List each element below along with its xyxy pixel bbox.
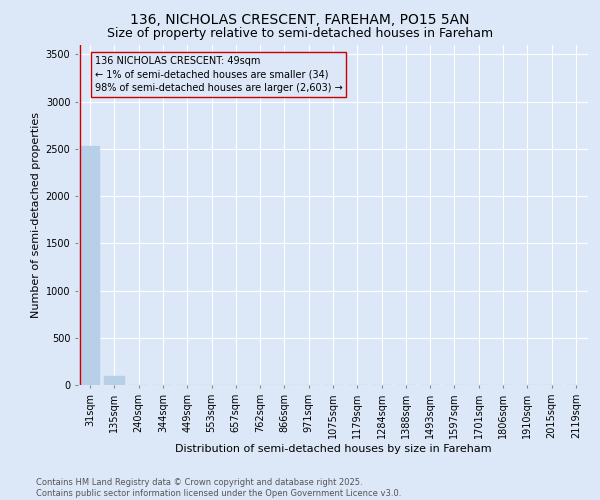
Text: 136 NICHOLAS CRESCENT: 49sqm
← 1% of semi-detached houses are smaller (34)
98% o: 136 NICHOLAS CRESCENT: 49sqm ← 1% of sem… bbox=[95, 56, 342, 92]
Y-axis label: Number of semi-detached properties: Number of semi-detached properties bbox=[31, 112, 41, 318]
Bar bbox=[80, 146, 100, 385]
Text: Contains HM Land Registry data © Crown copyright and database right 2025.
Contai: Contains HM Land Registry data © Crown c… bbox=[36, 478, 401, 498]
Text: 136, NICHOLAS CRESCENT, FAREHAM, PO15 5AN: 136, NICHOLAS CRESCENT, FAREHAM, PO15 5A… bbox=[130, 12, 470, 26]
Bar bbox=[104, 376, 125, 385]
X-axis label: Distribution of semi-detached houses by size in Fareham: Distribution of semi-detached houses by … bbox=[175, 444, 491, 454]
Text: Size of property relative to semi-detached houses in Fareham: Size of property relative to semi-detach… bbox=[107, 28, 493, 40]
